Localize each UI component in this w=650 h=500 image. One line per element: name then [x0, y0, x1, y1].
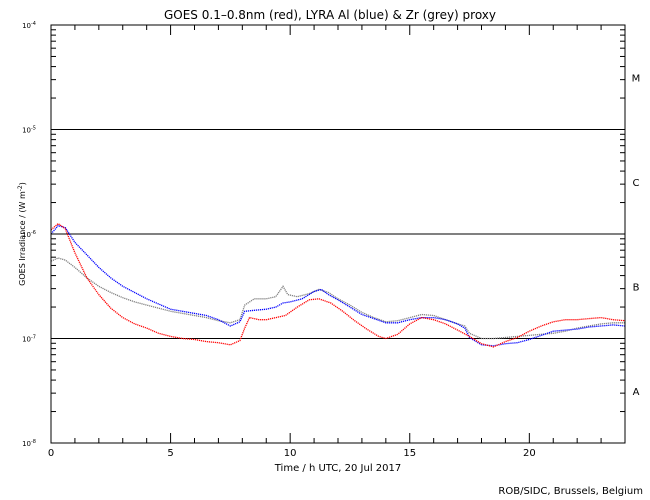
x-tick-label: 20 [523, 448, 536, 459]
x-tick-label: 10 [284, 448, 297, 459]
y-tick-label: 10-5 [22, 126, 36, 135]
series-line [50, 224, 626, 347]
x-axis-label: Time / h UTC, 20 Jul 2017 [274, 463, 402, 474]
y-tick-label-exponent: -5 [31, 126, 36, 132]
x-tick-label: 0 [48, 448, 54, 459]
y-tick-label: 10-6 [22, 230, 36, 239]
plot-frame [50, 24, 626, 444]
y-tick-label-base: 10 [22, 231, 31, 239]
y-tick-label: 10-7 [22, 335, 36, 344]
y-tick-labels: 10-810-710-610-510-4 [22, 21, 36, 448]
y-tick-label-exponent: -8 [31, 439, 36, 445]
class-threshold-lines [51, 129, 625, 339]
y-tick-label-exponent: -4 [31, 21, 36, 27]
y-axis-label-close: ) [18, 182, 27, 185]
y-axis-label-text: GOES Irradiance / (W m [18, 191, 27, 286]
y-tick-label-exponent: -7 [31, 335, 36, 341]
y-tick-label-base: 10 [22, 22, 31, 30]
y-tick-label-base: 10 [22, 127, 31, 135]
y-axis-label-exponent: -2 [17, 185, 24, 191]
flare-class-label: M [632, 73, 641, 84]
y-tick-label-exponent: -6 [31, 230, 36, 236]
footer-credit: ROB/SIDC, Brussels, Belgium [498, 486, 643, 497]
chart-title: GOES 0.1–0.8nm (red), LYRA Al (blue) & Z… [164, 8, 496, 22]
x-tick-label: 15 [403, 448, 416, 459]
series-line [50, 222, 626, 348]
flare-class-label: C [633, 178, 640, 189]
flare-class-label: B [633, 282, 640, 293]
y-tick-label: 10-4 [22, 21, 36, 30]
flare-class-label: A [633, 387, 640, 398]
x-tick-label: 5 [167, 448, 173, 459]
series-layer [50, 222, 626, 348]
y-tick-label-base: 10 [22, 336, 31, 344]
y-tick-label: 10-8 [22, 439, 36, 448]
flare-class-labels: A B C M [632, 73, 641, 398]
y-tick-label-base: 10 [22, 440, 31, 448]
x-tick-labels: 0 5 10 15 20 [48, 448, 536, 459]
y-axis-label: GOES Irradiance / (W m-2) [17, 182, 27, 286]
